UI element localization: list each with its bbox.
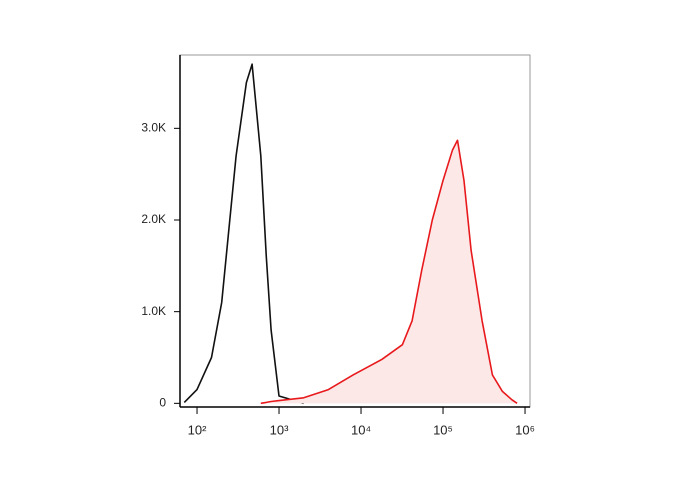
x-tick-label: 10⁶ (515, 422, 535, 437)
x-tick-label: 10⁵ (433, 422, 453, 437)
y-tick-label: 2.0K (141, 212, 166, 226)
x-tick-label: 10² (188, 422, 207, 437)
series-area (260, 140, 518, 404)
series-line (260, 139, 518, 405)
y-tick-label: 1.0K (141, 304, 166, 318)
x-tick-label: 10⁴ (351, 422, 371, 437)
y-tick-label: 0 (159, 396, 166, 410)
x-tick-label: 10³ (270, 422, 289, 437)
y-tick-label: 3.0K (141, 121, 166, 135)
series-line (183, 63, 304, 405)
